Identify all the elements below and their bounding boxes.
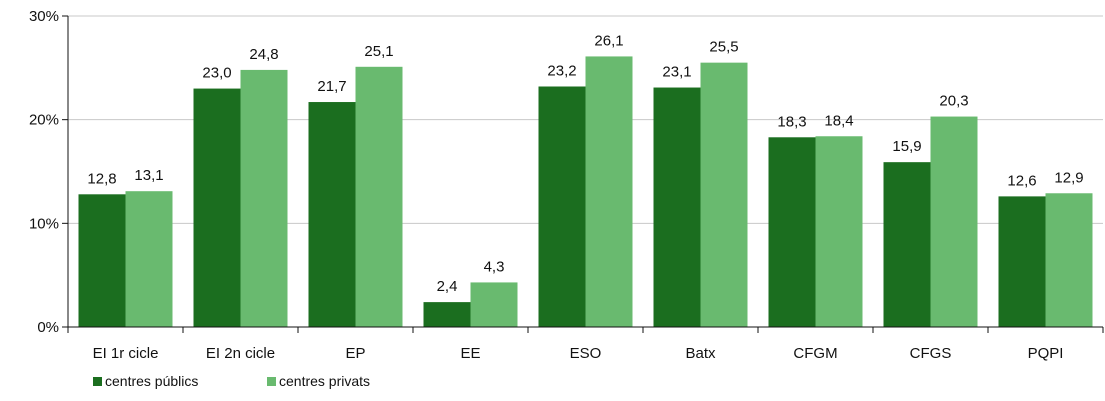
x-tick-label: EE xyxy=(460,345,480,362)
data-label: 12,6 xyxy=(1007,172,1036,189)
data-label: 23,1 xyxy=(662,64,691,81)
x-tick-label: CFGS xyxy=(910,345,952,362)
bar xyxy=(538,86,586,327)
data-label: 18,4 xyxy=(824,112,853,129)
bars xyxy=(78,56,1093,328)
y-tick-label: 20% xyxy=(29,112,59,129)
legend-swatch xyxy=(267,377,276,386)
bar xyxy=(125,191,173,327)
data-labels: 12,8 23,0 21,7 2,4 23,2 23,1 18,3 15,9 12,6 13,1 2… xyxy=(87,32,1083,295)
x-tick-label: EI 2n cicle xyxy=(206,345,275,362)
data-label: 23,2 xyxy=(547,62,576,79)
data-label: 12,8 xyxy=(87,170,116,187)
legend: centres públics centres privats xyxy=(93,373,370,389)
bar xyxy=(1045,193,1093,327)
data-label: 15,9 xyxy=(892,138,921,155)
y-tick-label: 30% xyxy=(29,8,59,25)
bar xyxy=(768,137,816,327)
data-label: 13,1 xyxy=(134,167,163,184)
data-label: 2,4 xyxy=(437,278,458,295)
x-tick-label: ESO xyxy=(570,345,602,362)
bar xyxy=(998,196,1046,327)
bar xyxy=(78,194,126,327)
data-label: 24,8 xyxy=(249,46,278,63)
x-tick-label: Batx xyxy=(685,345,716,362)
bar xyxy=(930,116,978,327)
bar xyxy=(815,136,863,327)
data-label: 21,7 xyxy=(317,78,346,95)
bar xyxy=(355,66,403,328)
legend-swatch xyxy=(93,377,102,386)
data-label: 25,1 xyxy=(364,43,393,60)
bar xyxy=(883,162,931,327)
data-label: 12,9 xyxy=(1054,169,1083,186)
data-label: 20,3 xyxy=(939,93,968,110)
axes: 0% 10% 20% 30% EI 1r cicle EI 2n cicle EP EE ESO… xyxy=(29,8,1104,362)
y-tick-label: 10% xyxy=(29,215,59,232)
bar xyxy=(585,56,633,328)
x-tick-label: EP xyxy=(345,345,365,362)
bar xyxy=(700,62,748,328)
bar xyxy=(653,87,701,327)
x-tick-label: EI 1r cicle xyxy=(93,345,159,362)
data-label: 18,3 xyxy=(777,113,806,130)
bar xyxy=(240,69,288,327)
x-tick-label: CFGM xyxy=(793,345,837,362)
legend-label: centres públics xyxy=(105,373,198,389)
x-tick-label: PQPI xyxy=(1028,345,1064,362)
y-tick-label: 0% xyxy=(37,319,59,336)
data-label: 25,5 xyxy=(709,39,738,56)
bar xyxy=(308,102,356,327)
data-label: 23,0 xyxy=(202,65,231,82)
bar xyxy=(423,302,471,327)
data-label: 4,3 xyxy=(484,258,505,275)
bar xyxy=(470,282,518,327)
bar xyxy=(193,88,241,327)
legend-label: centres privats xyxy=(279,373,370,389)
data-label: 26,1 xyxy=(594,32,623,49)
